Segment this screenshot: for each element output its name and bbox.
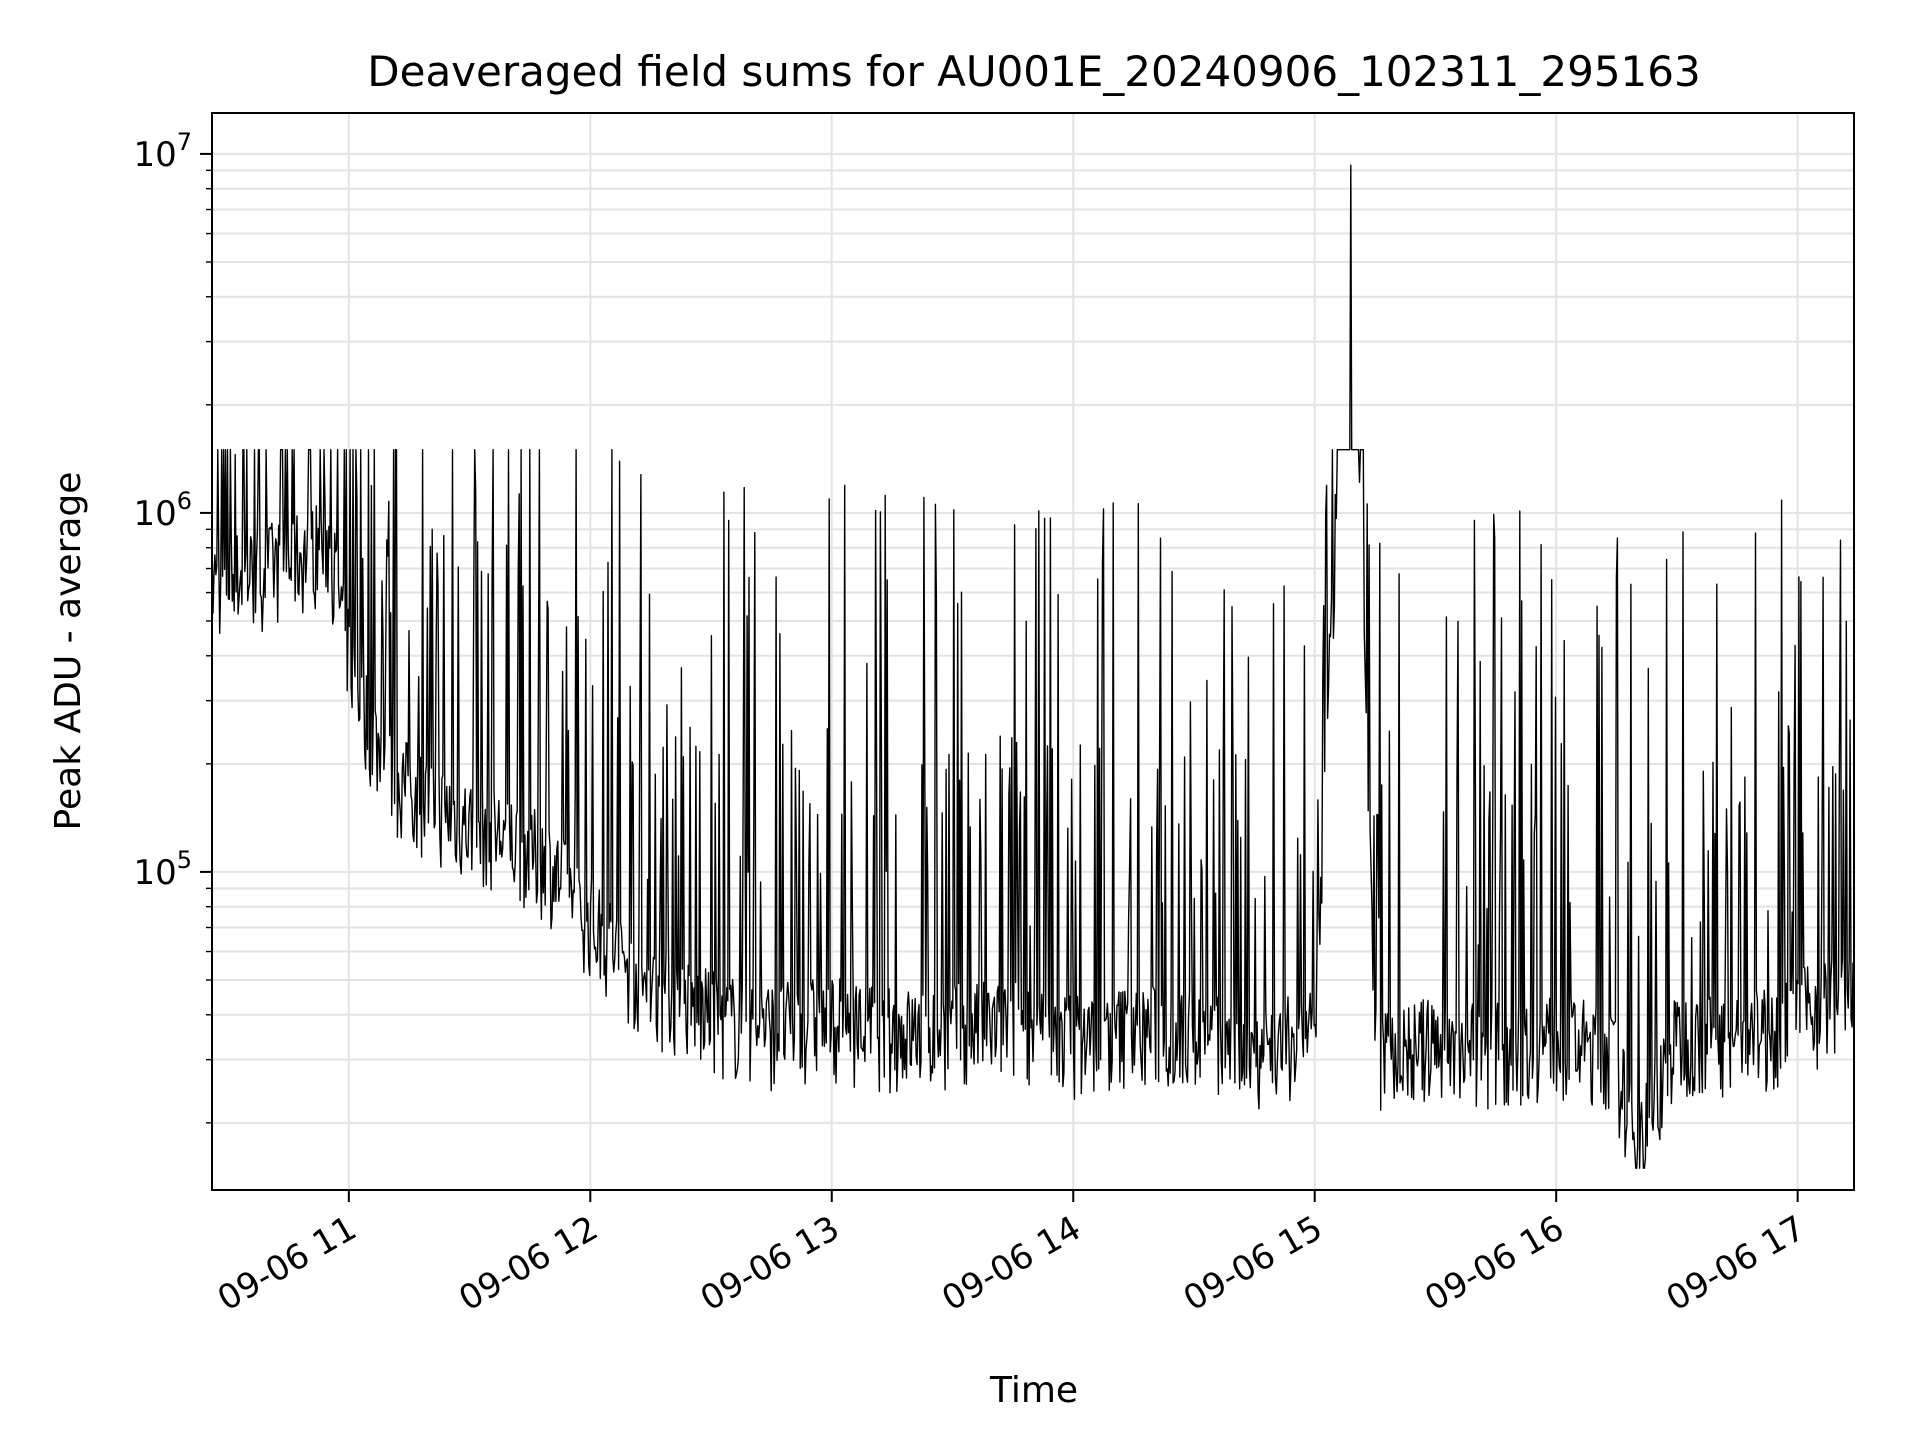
x-axis-label: Time (989, 1370, 1078, 1411)
series-line (211, 164, 1855, 1169)
x-tick-label: 09-06 11 (211, 1208, 363, 1319)
x-tick-label: 09-06 15 (1177, 1208, 1329, 1319)
y-axis: 105 106 107 (133, 128, 212, 1124)
x-tick-label: 09-06 14 (935, 1208, 1087, 1319)
x-tick-label: 09-06 16 (1418, 1208, 1570, 1319)
y-tick-label: 106 (133, 487, 192, 534)
y-axis-label: Peak ADU - average (48, 472, 89, 831)
grid (212, 113, 1854, 1190)
plot-frame (211, 112, 1855, 1191)
chart-title: Deaveraged field sums for AU001E_2024090… (367, 47, 1700, 96)
y-tick-label: 105 (133, 846, 192, 893)
x-tick-label: 09-06 12 (452, 1208, 604, 1319)
x-axis: 09-06 11 09-06 12 09-06 13 09-06 14 09-06 15… (211, 1190, 1812, 1319)
x-tick-label: 09-06 17 (1660, 1208, 1812, 1319)
y-tick-label: 107 (133, 128, 192, 175)
x-tick-label: 09-06 13 (694, 1208, 846, 1319)
